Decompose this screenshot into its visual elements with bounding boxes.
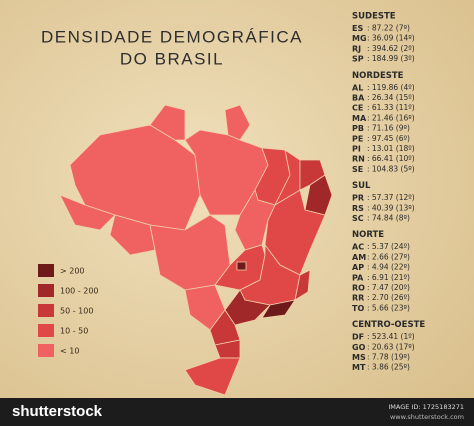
state-density: : 57.37 (12º) [367,193,415,202]
state-density: : 119.86 (4º) [367,83,415,92]
state [209,309,241,346]
state-abbr: MG [352,34,367,43]
state-density: : 40.39 (13º) [367,203,415,212]
state-density: : 97.45 (6º) [367,134,410,143]
state [109,214,156,256]
footer-brand: shutterstock [12,403,103,420]
legend-swatch [38,304,54,317]
state-density: : 184.99 (3º) [367,54,415,63]
state-density: : 7.78 (19º) [367,353,410,362]
legend-swatch [38,324,54,337]
state-abbr: PE [352,134,363,143]
state-density: : 74.84 (8º) [367,214,410,223]
state-abbr: RR [352,294,364,303]
state-abbr: RN [352,155,365,164]
state-abbr: PI [352,145,361,154]
state-abbr: GO [352,343,366,352]
state [264,189,326,276]
state-abbr: AM [352,253,366,262]
state-abbr: AC [352,243,364,252]
state-density: : 13.01 (18º) [367,144,415,153]
state-abbr: ES [352,24,363,33]
state-density: : 6.91 (21º) [367,273,410,282]
state-abbr: RJ [352,44,361,53]
state-abbr: RO [352,284,365,293]
footer-url: www.shutterstock.com [390,413,464,421]
region-heading: CENTRO-OESTE [352,320,425,330]
state-density: : 2.66 (27º) [367,252,410,261]
state-abbr: PB [352,124,364,133]
state [69,124,201,231]
state-density: : 20.63 (17º) [367,342,415,351]
state-abbr: SE [352,165,363,174]
state-abbr: MA [352,114,367,123]
state-abbr: CE [352,104,363,113]
state [184,357,241,396]
state-density: : 7.47 (20º) [367,283,410,292]
state-density: : 26.34 (15º) [367,93,415,102]
title-line2: DO BRASIL [120,49,224,68]
footer-image-id: IMAGE ID: 1725183271 [388,403,464,411]
state [236,261,247,271]
state-density: : 5.37 (24º) [367,242,410,251]
state-abbr: RS [352,204,364,213]
state [294,269,311,301]
state-abbr: BA [352,94,365,103]
state-density: : 104.83 (5º) [367,164,415,173]
region-heading: SUDESTE [352,12,396,22]
state-abbr: TO [352,304,364,313]
legend-label: > 200 [60,267,85,276]
state [59,194,116,231]
state-abbr: SP [352,55,364,64]
legend-swatch [38,344,54,357]
density-list: SUDESTE ES : 87.22 (7º)MG: 36.09 (14º) RJ : … [352,12,425,373]
region-heading: SUL [352,181,371,191]
state-density: : 21.46 (16º) [367,113,415,122]
state-abbr: PR [352,194,364,203]
state-density: : 394.62 (2º) [367,44,415,53]
state-density: : 2.70 (26º) [367,293,410,302]
state-density: : 4.94 (22º) [367,263,410,272]
state [304,174,333,216]
state-abbr: MS [352,353,366,362]
state-abbr: MT [352,363,366,372]
footer-bar [0,398,474,426]
legend-label: < 10 [60,347,79,356]
state-density: : 61.33 (11º) [367,103,415,112]
state-density: : 66.41 (10º) [367,154,415,163]
legend-swatch [38,264,54,277]
state-density: : 523.41 (1º) [367,332,415,341]
state-abbr: AP [352,263,364,272]
legend-label: 50 - 100 [60,307,93,316]
state-density: : 36.09 (14º) [367,34,415,43]
state-density: : 3.86 (25º) [367,363,410,372]
state-abbr: SC [352,214,364,223]
state [261,299,296,319]
region-heading: NORTE [352,230,384,240]
state-density: : 71.16 (9º) [367,124,410,133]
state [224,104,251,141]
state [234,189,276,251]
state-density: : 87.22 (7º) [367,24,410,33]
state-density: : 5.66 (23º) [367,303,410,312]
legend-swatch [38,284,54,297]
region-heading: NORDESTE [352,71,404,81]
map [59,104,333,396]
legend-label: 100 - 200 [60,287,99,296]
state-abbr: PA [352,273,364,282]
legend-label: 10 - 50 [60,327,88,336]
state [149,104,186,141]
title-line1: DENSIDADE DEMOGRÁFICA [41,27,303,46]
legend: > 200 100 - 200 50 - 100 10 - 50 < 10 [38,264,99,357]
state-abbr: AL [352,83,363,92]
state-abbr: DF [352,333,364,342]
